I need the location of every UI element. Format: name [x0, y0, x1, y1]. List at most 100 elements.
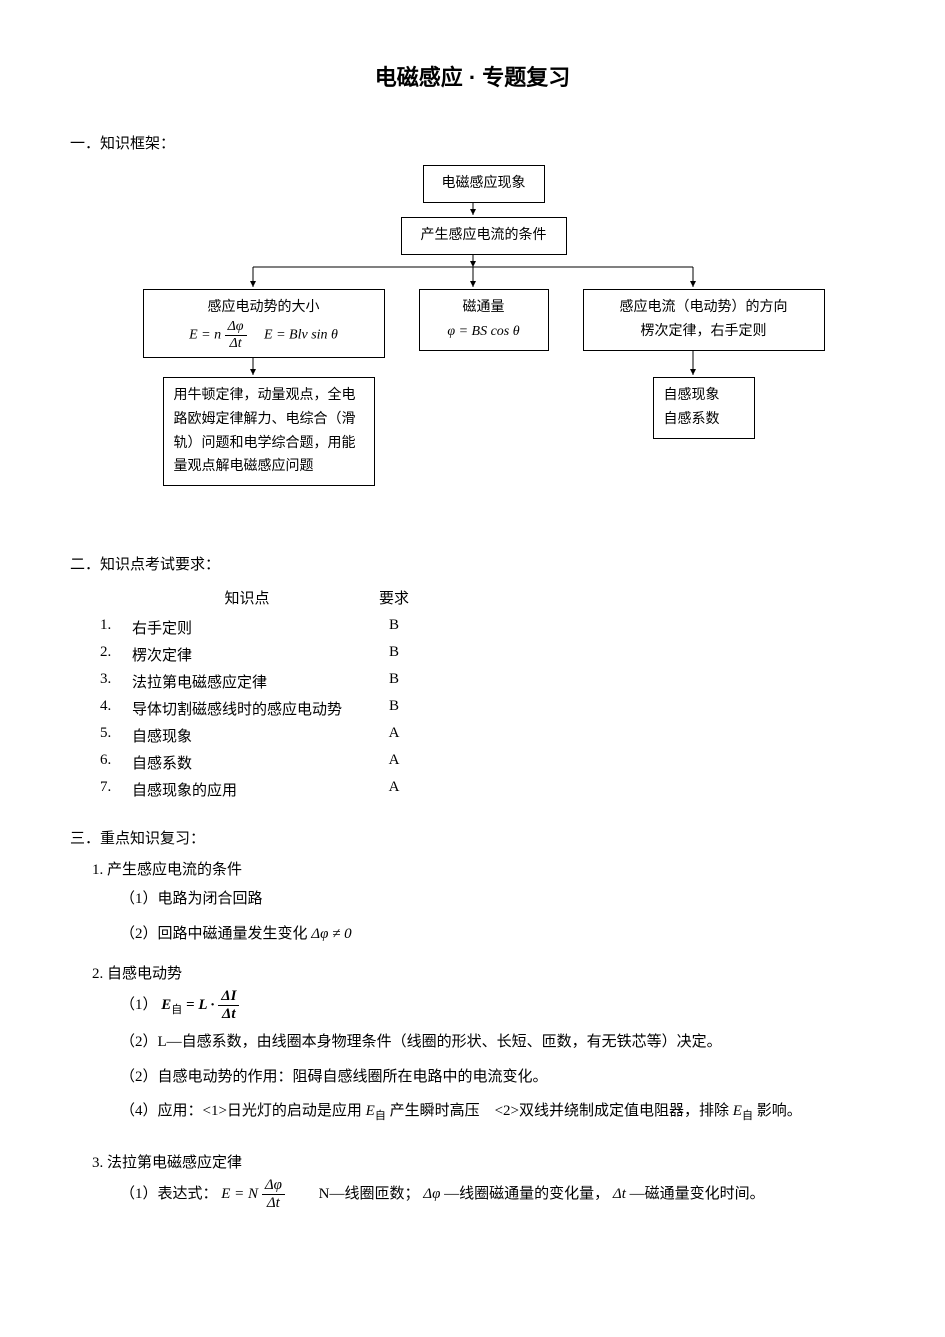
review-list: 1. 产生感应电流的条件 （1）电路为闭合回路 （2）回路中磁通量发生变化 Δφ… — [92, 858, 875, 1211]
rev2-den: Δt — [218, 1006, 239, 1022]
req-num: 5. — [100, 722, 132, 749]
rev2-s4a: （4）应用：<1>日光灯的启动是应用 — [120, 1103, 366, 1119]
requirements-table: 知识点 要求 1.右手定则B 2.楞次定律B 3.法拉第电磁感应定律B 4.导体… — [100, 584, 426, 803]
rev3-s1e: —线圈磁通量的变化量， — [444, 1186, 609, 1202]
flowchart: 电磁感应现象 产生感应电流的条件 感应电动势的大小 E = n Δφ Δt E … — [123, 163, 823, 523]
flow-box-4-title: 磁通量 — [430, 296, 538, 320]
rev3-s1b: E = N — [221, 1186, 258, 1202]
rev2-s3: （2）自感电动势的作用：阻碍自感线圈所在电路中的电流变化。 — [120, 1063, 875, 1092]
req-num: 3. — [100, 668, 132, 695]
rev2-s4d: E — [733, 1103, 742, 1119]
rev3-s1f: Δt — [613, 1186, 626, 1202]
flow-box-3: 感应电动势的大小 E = n Δφ Δt E = Blv sin θ — [143, 289, 385, 358]
flow-box-1-text: 电磁感应现象 — [442, 176, 526, 191]
flow-box-1: 电磁感应现象 — [423, 165, 545, 203]
rev2-s4e: 影响。 — [753, 1103, 802, 1119]
rev1-s2a: （2）回路中磁通量发生变化 — [120, 926, 311, 942]
req-head-req: 要求 — [374, 584, 426, 614]
table-row: 4.导体切割磁感线时的感应电动势B — [100, 695, 426, 722]
rev3-title: 法拉第电磁感应定律 — [107, 1155, 242, 1171]
table-row: 6.自感系数A — [100, 749, 426, 776]
rev3-numtxt: Δφ — [262, 1178, 285, 1195]
rev2-s1b-lhs: E — [161, 997, 171, 1013]
rev3-s1a: （1）表达式： — [120, 1186, 218, 1202]
f3b: E = Blv sin θ — [264, 328, 338, 343]
rev2-s1: （1） E自 = L · ΔI Δt — [120, 989, 875, 1022]
req-text: 导体切割磁感线时的感应电动势 — [132, 695, 374, 722]
flow-box-5-l2: 楞次定律，右手定则 — [594, 320, 814, 344]
rev3-s1c: N—线圈匝数； — [289, 1186, 420, 1202]
rev2-s4d-sub: 自 — [742, 1110, 753, 1122]
req-text: 自感系数 — [132, 749, 374, 776]
req-text: 右手定则 — [132, 614, 374, 641]
review-item-1: 1. 产生感应电流的条件 （1）电路为闭合回路 （2）回路中磁通量发生变化 Δφ… — [92, 858, 875, 948]
req-text: 法拉第电磁感应定律 — [132, 668, 374, 695]
f3-den: Δt — [225, 336, 247, 351]
table-row: 1.右手定则B — [100, 614, 426, 641]
flow-box-5-l1: 感应电流（电动势）的方向 — [594, 296, 814, 320]
rev2-title: 自感电动势 — [107, 966, 182, 982]
rev2-s2: （2）L—自感系数，由线圈本身物理条件（线圈的形状、长短、匝数，有无铁芯等）决定… — [120, 1028, 875, 1057]
req-text: 自感现象的应用 — [132, 776, 374, 803]
flow-box-3-formula: E = n Δφ Δt E = Blv sin θ — [154, 320, 374, 351]
flow-box-6-text: 用牛顿定律，动量观点，全电路欧姆定律解力、电综合（滑轨）问题和电学综合题，用能量… — [174, 388, 356, 474]
req-level: B — [374, 614, 426, 641]
f3-num: Δφ — [225, 320, 247, 336]
rev2-s1b-sub: 自 — [171, 1004, 182, 1016]
flow-box-7-l2: 自感系数 — [664, 408, 744, 432]
flow-box-3-title: 感应电动势的大小 — [154, 296, 374, 320]
rev2-s4c: 产生瞬时高压 <2>双线并绕制成定值电阻器，排除 — [386, 1103, 733, 1119]
f3a: E = n — [189, 328, 221, 343]
table-row: 3.法拉第电磁感应定律B — [100, 668, 426, 695]
rev2-s4b-sub: 自 — [375, 1110, 386, 1122]
req-level: B — [374, 668, 426, 695]
rev2-s1a: （1） — [120, 997, 158, 1013]
table-row: 5.自感现象A — [100, 722, 426, 749]
rev3-s1: （1）表达式： E = N Δφ Δt N—线圈匝数； Δφ —线圈磁通量的变化… — [120, 1178, 875, 1211]
flow-box-4-formula: φ = BS cos θ — [430, 320, 538, 344]
rev3-dentxt: Δt — [262, 1195, 285, 1211]
req-num: 4. — [100, 695, 132, 722]
section-3-heading: 三．重点知识复习： — [70, 827, 875, 848]
rev2-s4b: E — [366, 1103, 375, 1119]
req-num: 1. — [100, 614, 132, 641]
rev2-s1b-eq: = L · — [186, 997, 218, 1013]
table-row: 2.楞次定律B — [100, 641, 426, 668]
rev1-s2b: Δφ ≠ 0 — [311, 926, 351, 942]
req-level: B — [374, 641, 426, 668]
req-text: 自感现象 — [132, 722, 374, 749]
req-num: 7. — [100, 776, 132, 803]
f3-frac: Δφ Δt — [225, 320, 247, 351]
req-level: A — [374, 776, 426, 803]
flow-box-2-text: 产生感应电流的条件 — [421, 228, 547, 243]
rev3-s1d: Δφ — [423, 1186, 440, 1202]
rev1-s1: （1）电路为闭合回路 — [120, 885, 875, 914]
req-level: B — [374, 695, 426, 722]
req-num: 2. — [100, 641, 132, 668]
rev1-s2: （2）回路中磁通量发生变化 Δφ ≠ 0 — [120, 920, 875, 949]
review-item-2: 2. 自感电动势 （1） E自 = L · ΔI Δt （2）L—自感系数，由线… — [92, 962, 875, 1127]
req-num: 6. — [100, 749, 132, 776]
rev3-s1g: —磁通量变化时间。 — [630, 1186, 765, 1202]
rev2-num: 2. — [92, 966, 103, 982]
review-item-3: 3. 法拉第电磁感应定律 （1）表达式： E = N Δφ Δt N—线圈匝数；… — [92, 1151, 875, 1211]
table-row: 7.自感现象的应用A — [100, 776, 426, 803]
rev2-frac: ΔI Δt — [218, 989, 239, 1022]
flow-box-4: 磁通量 φ = BS cos θ — [419, 289, 549, 351]
section-2-heading: 二．知识点考试要求： — [70, 553, 875, 574]
rev3-frac: Δφ Δt — [262, 1178, 285, 1211]
req-level: A — [374, 749, 426, 776]
flow-box-6: 用牛顿定律，动量观点，全电路欧姆定律解力、电综合（滑轨）问题和电学综合题，用能量… — [163, 377, 375, 486]
rev1-title: 产生感应电流的条件 — [107, 862, 242, 878]
req-text: 楞次定律 — [132, 641, 374, 668]
rev2-num: ΔI — [218, 989, 239, 1006]
rev3-num: 3. — [92, 1155, 103, 1171]
flow-box-7-l1: 自感现象 — [664, 384, 744, 408]
flow-box-2: 产生感应电流的条件 — [401, 217, 567, 255]
req-head-point: 知识点 — [132, 584, 374, 614]
req-level: A — [374, 722, 426, 749]
rev1-num: 1. — [92, 862, 103, 878]
rev2-s4: （4）应用：<1>日光灯的启动是应用 E自 产生瞬时高压 <2>双线并绕制成定值… — [120, 1097, 875, 1127]
page-title: 电磁感应 · 专题复习 — [70, 60, 875, 92]
flow-box-5: 感应电流（电动势）的方向 楞次定律，右手定则 — [583, 289, 825, 351]
